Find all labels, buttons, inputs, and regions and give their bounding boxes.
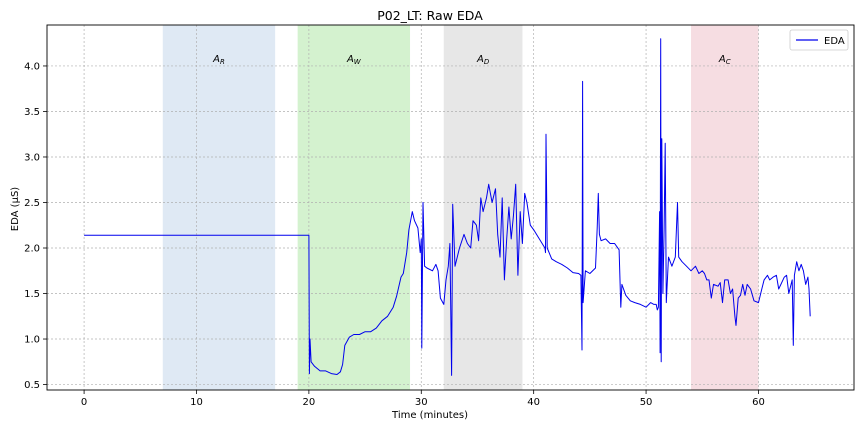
x-tick-label: 50 [640, 397, 653, 408]
region-c [691, 25, 759, 390]
x-tick-label: 10 [190, 397, 203, 408]
axes-layer: 0 10 20 30 40 50 60 0.5 1.0 1.5 2.0 2.5 3.0 3.5 4.0 [24, 61, 765, 408]
region-w [297, 25, 411, 390]
series-line-eda [84, 38, 811, 376]
x-tick-label: 0 [81, 397, 87, 408]
y-tick-label: 4.0 [24, 61, 40, 72]
y-tick-label: 2.5 [24, 198, 40, 209]
y-tick-label: 3.0 [24, 152, 40, 163]
y-axis-label: EDA (µS) [10, 187, 21, 231]
series-layer [84, 38, 811, 376]
x-axis-label: Time (minutes) [391, 410, 468, 421]
legend-box [789, 29, 849, 51]
x-tick-label: 40 [527, 397, 540, 408]
y-tick-label: 0.5 [24, 380, 40, 391]
region-d [443, 25, 523, 390]
y-tick-label: 1.5 [24, 289, 40, 300]
x-tick-label: 30 [415, 397, 428, 408]
region-layer: AR AW AD AC [162, 25, 759, 390]
region-r [162, 25, 276, 390]
legend: EDA [789, 29, 849, 51]
y-tick-label: 3.5 [24, 107, 40, 118]
y-tick-label: 2.0 [24, 244, 40, 255]
x-tick-label: 60 [752, 397, 765, 408]
plot-frame [46, 24, 855, 391]
chart-title: P02_LT: Raw EDA [377, 8, 483, 23]
x-tick-label: 20 [303, 397, 316, 408]
y-tick-label: 1.0 [24, 335, 40, 346]
legend-label-eda: EDA [824, 36, 845, 47]
grid-layer [47, 25, 854, 390]
